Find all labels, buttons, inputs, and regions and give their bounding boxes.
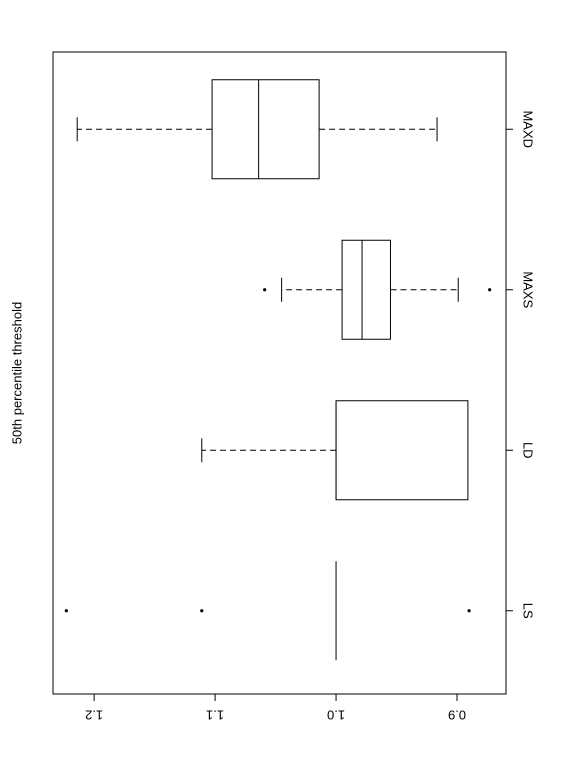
x-tick-label: MAXD xyxy=(521,110,536,148)
plot-frame xyxy=(52,51,507,695)
y-tick-label: 0.9 xyxy=(448,708,466,723)
x-tick-label: MAXS xyxy=(521,271,536,308)
outlier xyxy=(263,288,267,292)
x-tick-label: LS xyxy=(521,603,536,619)
outlier xyxy=(64,609,68,613)
x-tick-label: LD xyxy=(521,442,536,459)
y-tick-label: 1.1 xyxy=(206,708,224,723)
box xyxy=(341,239,391,340)
outlier xyxy=(488,288,492,292)
box xyxy=(211,79,320,180)
axis-title: 50th percentile threshold xyxy=(9,302,24,444)
outlier xyxy=(200,609,204,613)
y-tick-label: 1.2 xyxy=(85,708,103,723)
outlier xyxy=(467,609,471,613)
y-tick-label: 1.0 xyxy=(327,708,345,723)
box xyxy=(335,400,469,501)
